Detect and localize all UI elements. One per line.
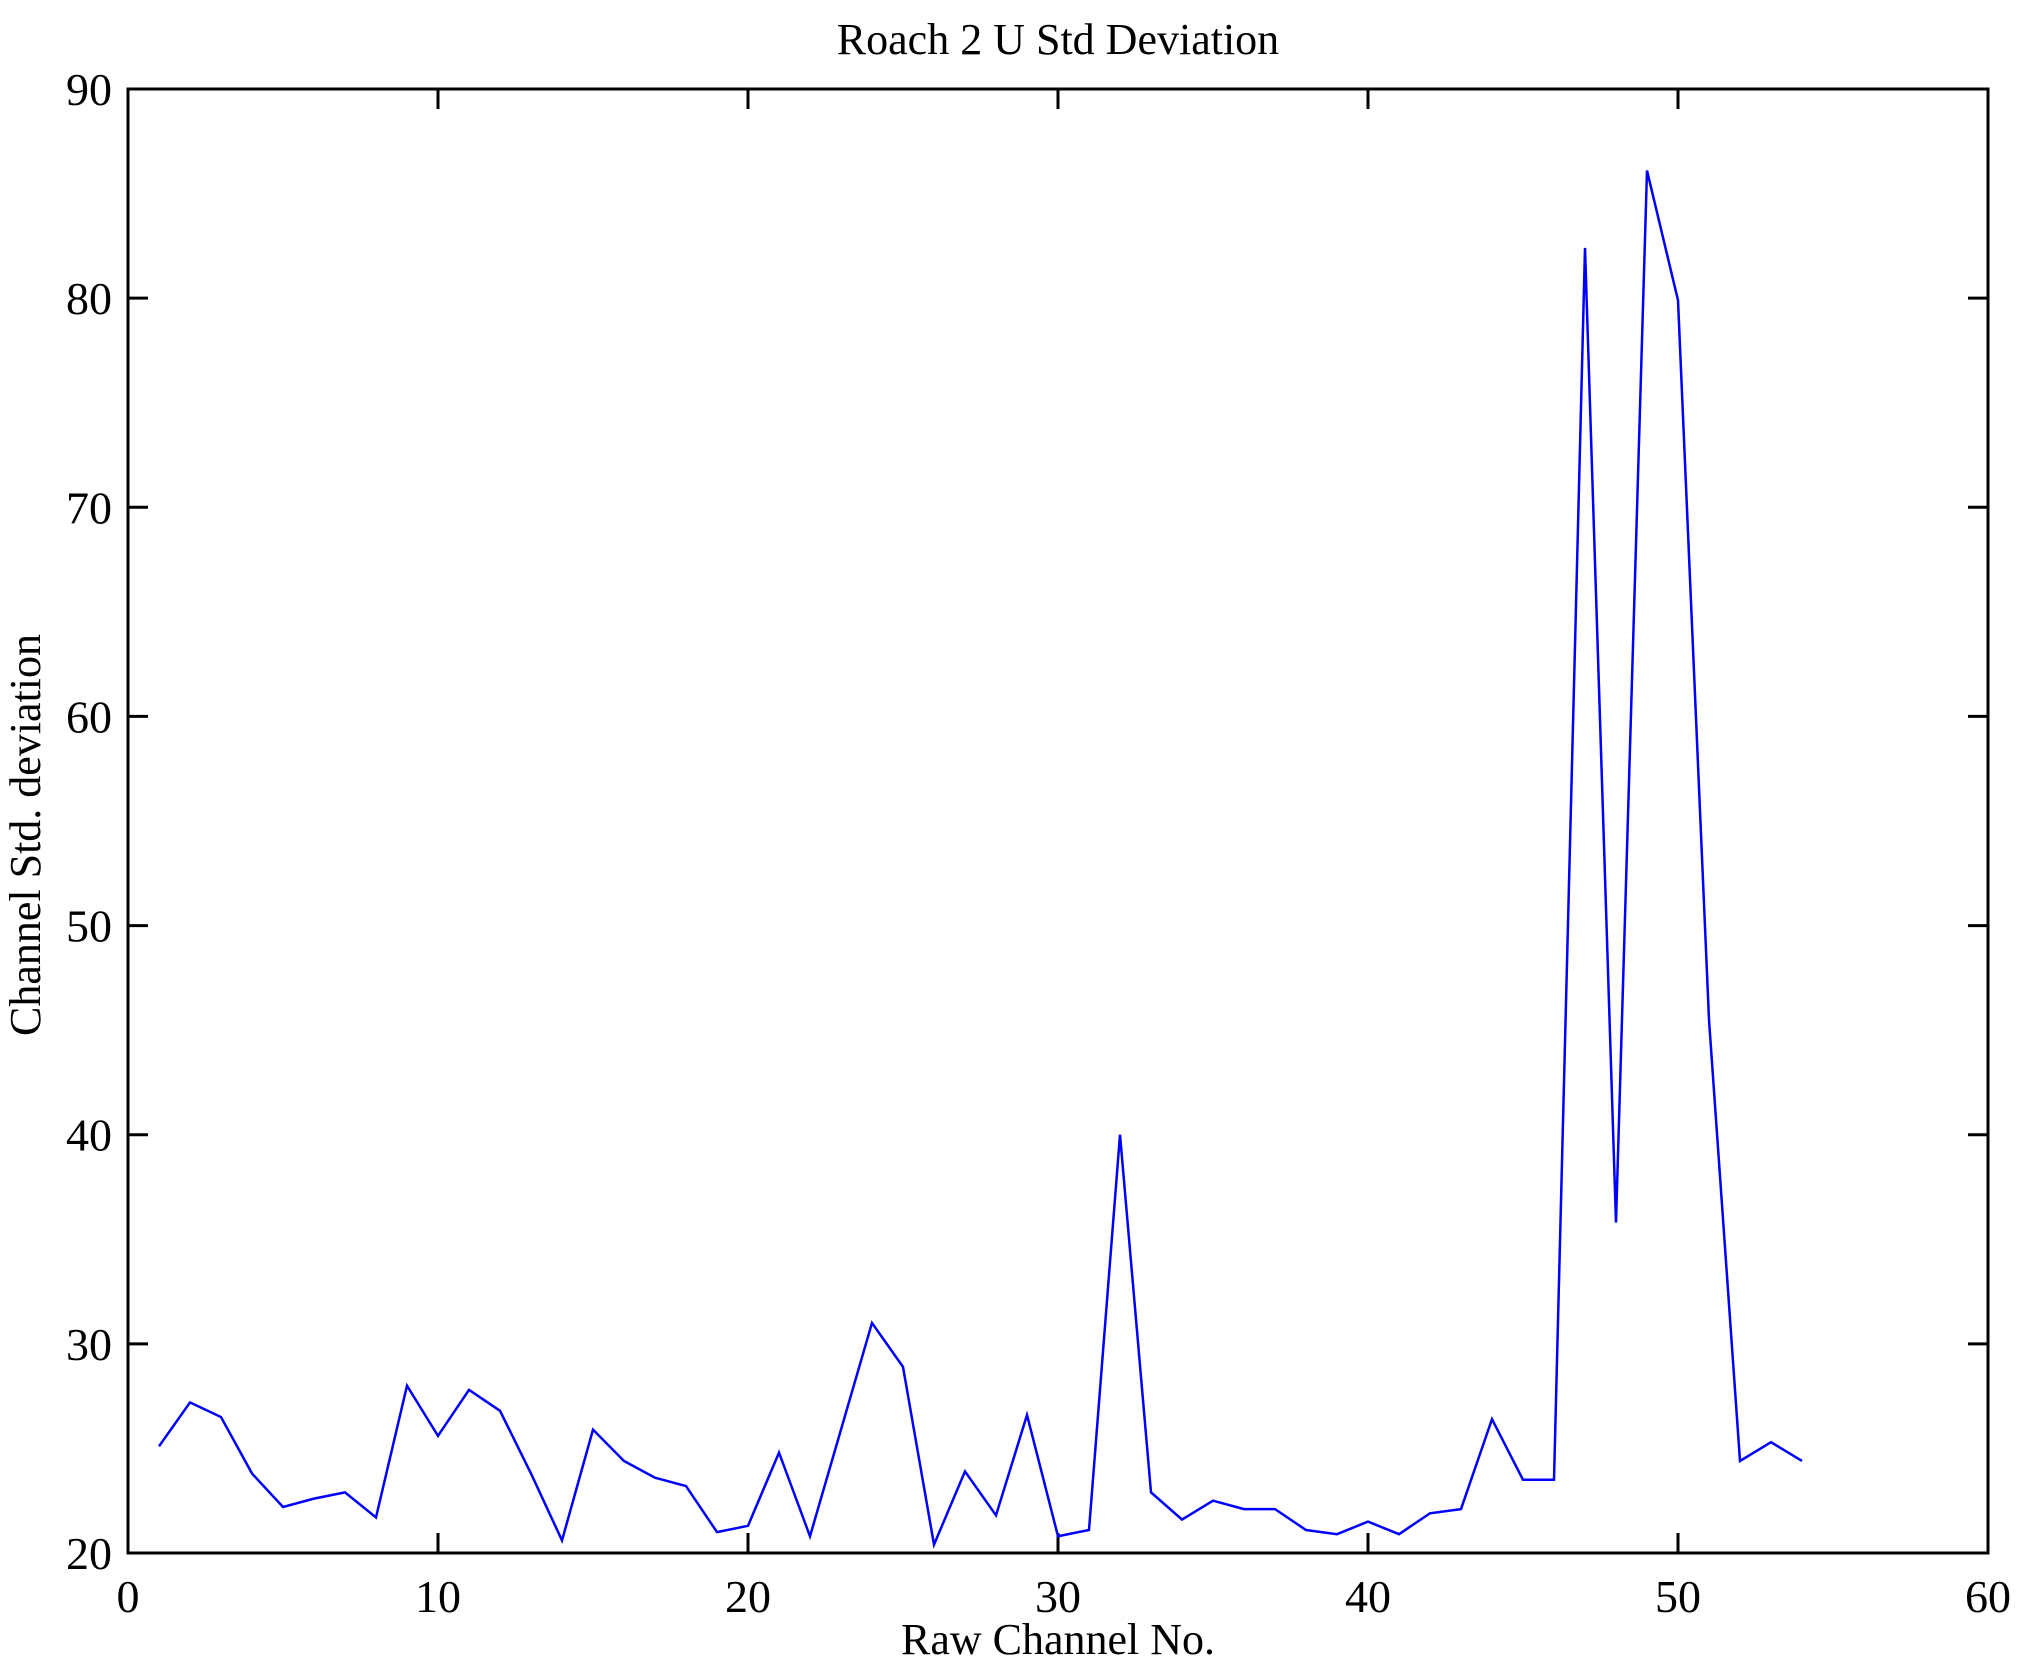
x-tick-label: 60 [1965, 1571, 2011, 1622]
y-tick-label: 60 [66, 691, 112, 742]
chart-title: Roach 2 U Std Deviation [837, 15, 1279, 64]
y-tick-label: 80 [66, 273, 112, 324]
data-line [157, 170, 1803, 1550]
y-tick-label: 30 [66, 1319, 112, 1370]
x-tick-label: 10 [415, 1571, 461, 1622]
x-tick-label: 40 [1345, 1571, 1391, 1622]
axis-ticks [126, 87, 1990, 1555]
x-tick-label: 50 [1655, 1571, 1701, 1622]
x-tick-label: 30 [1035, 1571, 1081, 1622]
y-tick-label: 40 [66, 1110, 112, 1161]
x-tick-label: 0 [117, 1571, 140, 1622]
axis-tick-labels: 0 10 20 30 40 50 60 20 30 40 50 60 70 80 90 [66, 64, 2011, 1622]
y-tick-label: 20 [66, 1528, 112, 1579]
y-tick-label: 70 [66, 482, 112, 533]
y-axis-label: Channel Std. deviation [1, 634, 50, 1036]
x-tick-label: 20 [725, 1571, 771, 1622]
y-tick-label: 50 [66, 901, 112, 952]
y-tick-label: 90 [66, 64, 112, 115]
plot-box [126, 87, 1990, 1555]
x-axis-label: Raw Channel No. [901, 1615, 1215, 1664]
